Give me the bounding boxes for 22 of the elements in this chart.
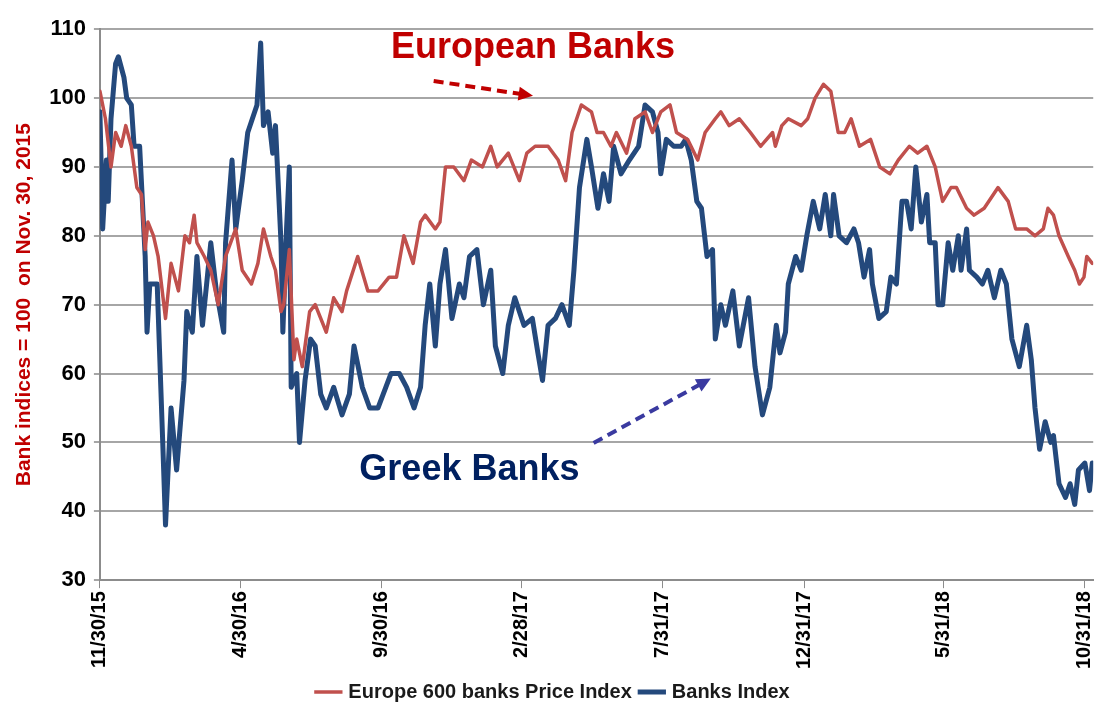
y-tick-label: 110 — [50, 15, 86, 41]
y-tick-label: 100 — [49, 84, 86, 110]
annotation: Greek Banks — [359, 447, 580, 489]
x-tick-label: 9/30/16 — [369, 591, 392, 658]
y-tick-label: 70 — [61, 290, 86, 316]
y-tick-label: 80 — [61, 221, 86, 247]
y-tick-label: 90 — [61, 153, 86, 178]
y-axis-title: Bank indices = 100 on Nov. 30, 2015 — [11, 122, 35, 487]
y-tick-label: 40 — [61, 497, 86, 523]
legend-label: Europe 600 banks Price Index — [348, 679, 632, 702]
legend-label: Banks Index — [671, 679, 790, 702]
x-tick-label: 11/30/15 — [87, 591, 110, 668]
y-tick-label: 30 — [61, 566, 86, 592]
y-tick-label: 50 — [61, 428, 86, 454]
x-tick-label: 7/31/17 — [650, 591, 673, 658]
annotation: European Banks — [390, 24, 676, 66]
x-tick-label: 2/28/17 — [508, 591, 531, 658]
x-tick-label: 4/30/16 — [227, 591, 250, 658]
x-tick-label: 5/31/18 — [931, 591, 954, 658]
x-tick-label: 12/31/17 — [791, 591, 814, 670]
x-tick-label: 10/31/18 — [1072, 591, 1095, 670]
y-tick-label: 60 — [61, 359, 86, 385]
